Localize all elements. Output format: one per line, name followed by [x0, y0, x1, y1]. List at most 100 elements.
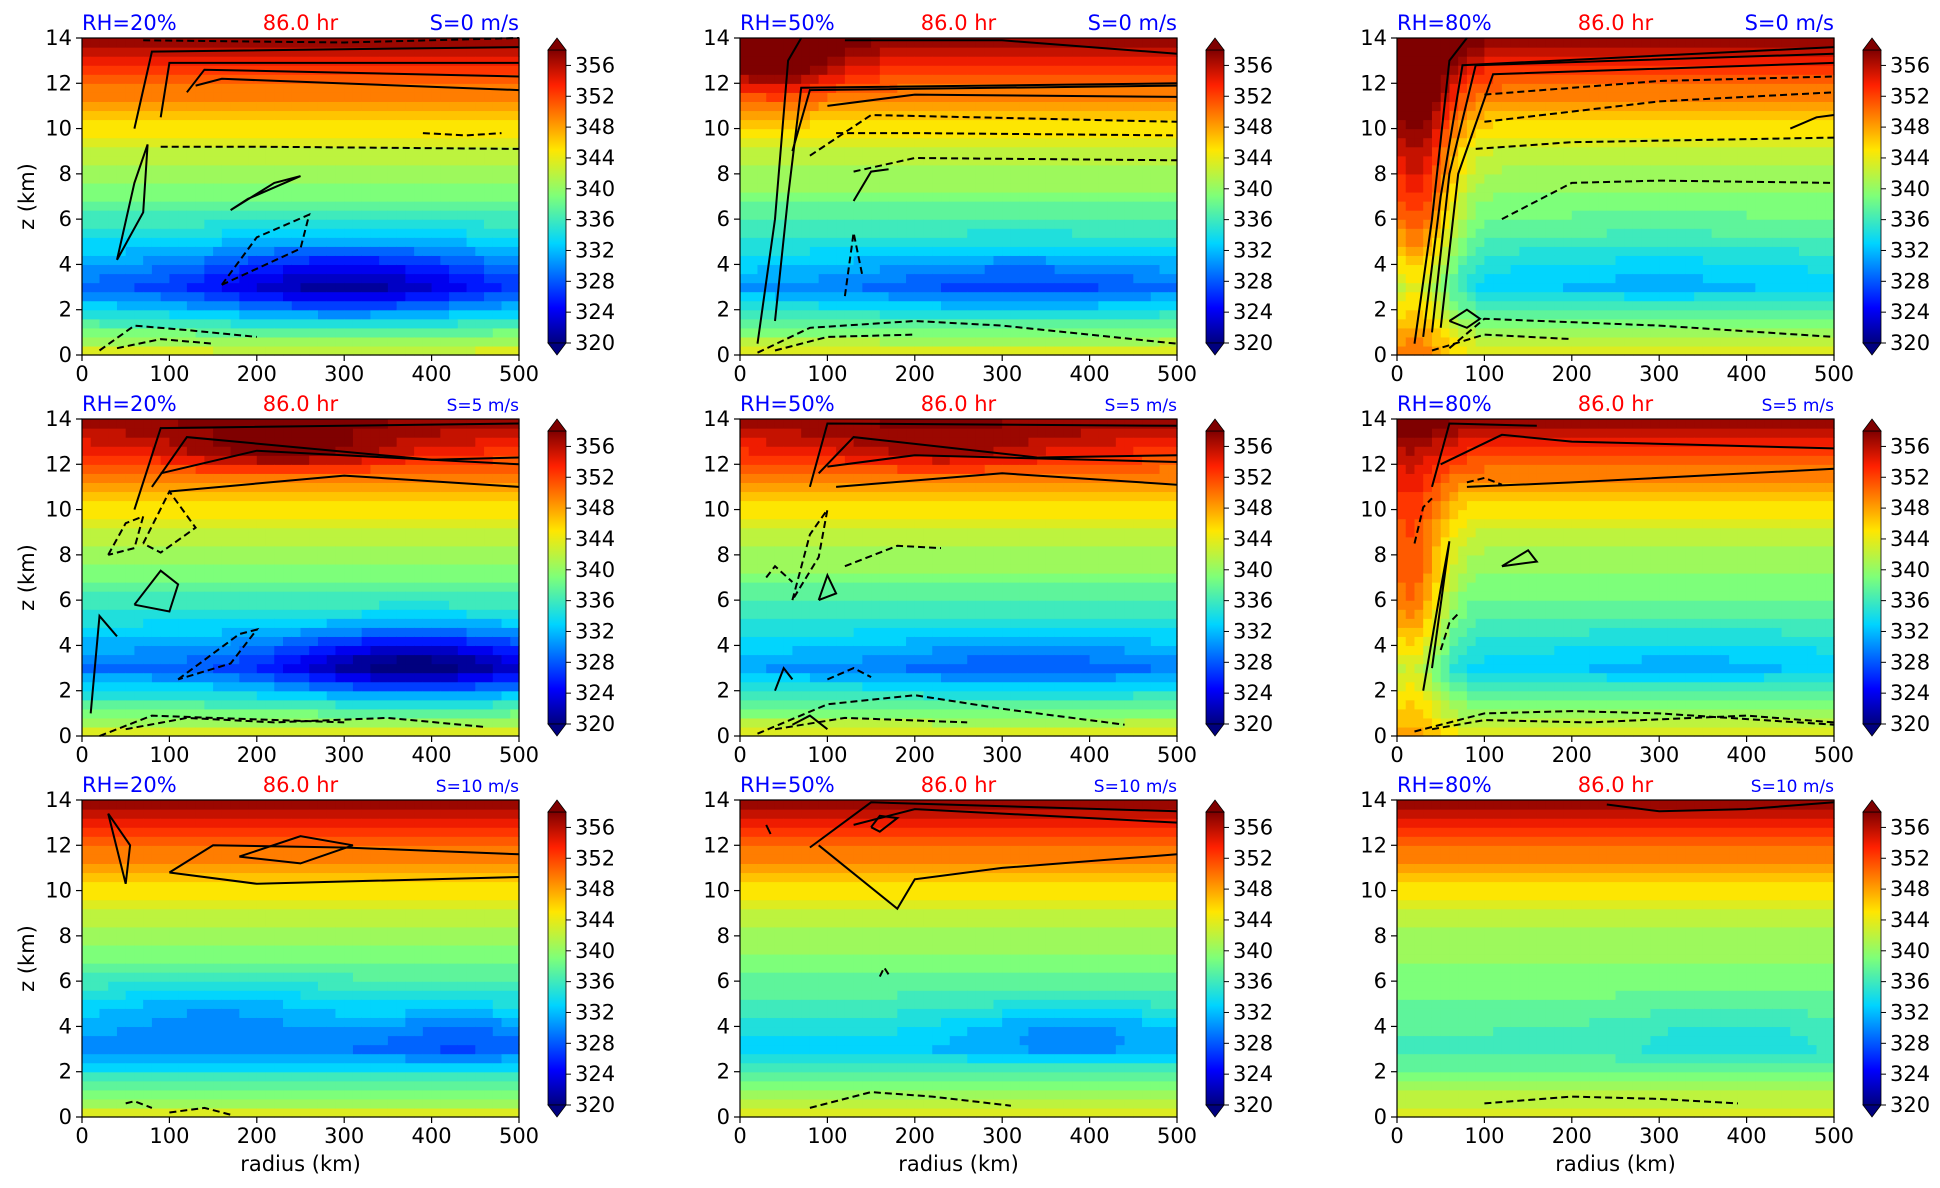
- heatmap-cell: [510, 309, 520, 320]
- heatmap-cell: [984, 92, 995, 102]
- heatmap-cell: [1484, 164, 1494, 175]
- heatmap-cell: [1063, 273, 1073, 284]
- heatmap-cell: [1484, 38, 1494, 48]
- heatmap-cell: [1107, 201, 1117, 211]
- heatmap-cell: [1080, 119, 1091, 130]
- heatmap-cell: [748, 246, 759, 256]
- heatmap-cell: [326, 201, 337, 211]
- heatmap-cell: [897, 137, 907, 148]
- heatmap-cell: [387, 65, 398, 75]
- heatmap-cell: [265, 74, 275, 84]
- heatmap-cell: [1133, 327, 1143, 338]
- heatmap-cell: [827, 327, 837, 338]
- heatmap-cell: [1133, 255, 1143, 266]
- heatmap-cell: [1150, 210, 1161, 220]
- heatmap-cell: [414, 146, 424, 157]
- heatmap-cell: [134, 137, 144, 148]
- heatmap-cell: [484, 128, 494, 139]
- heatmap-cell: [195, 201, 205, 211]
- heatmap-cell: [195, 336, 205, 347]
- heatmap-cell: [422, 264, 433, 275]
- heatmap-cell: [422, 119, 433, 130]
- heatmap-cell: [1501, 119, 1512, 130]
- heatmap-cell: [1133, 83, 1143, 93]
- heatmap-cell: [291, 110, 302, 121]
- heatmap-cell: [466, 255, 476, 266]
- heatmap-cell: [1711, 146, 1721, 157]
- heatmap-cell: [300, 128, 310, 139]
- heatmap-cell: [1440, 155, 1451, 166]
- heatmap-cell: [1493, 309, 1503, 320]
- heatmap-cell: [405, 128, 415, 139]
- heatmap-cell: [1466, 38, 1477, 48]
- heatmap-cell: [326, 47, 337, 57]
- heatmap-cell: [379, 318, 389, 329]
- heatmap-cell: [449, 228, 459, 238]
- heatmap-cell: [1598, 228, 1608, 238]
- heatmap-cell: [748, 318, 759, 329]
- heatmap-cell: [1028, 255, 1038, 266]
- heatmap-cell: [160, 65, 170, 75]
- heatmap-cell: [1028, 191, 1038, 202]
- heatmap-cell: [1563, 38, 1573, 48]
- heatmap-cell: [1002, 146, 1012, 157]
- heatmap-cell: [1667, 146, 1678, 157]
- heatmap-cell: [90, 182, 101, 193]
- heatmap-cell: [906, 173, 916, 184]
- heatmap-cell: [204, 255, 214, 266]
- heatmap-cell: [387, 210, 398, 220]
- heatmap-cell: [967, 92, 977, 102]
- heatmap-cell: [1624, 345, 1634, 356]
- heatmap-cell: [1115, 282, 1126, 293]
- heatmap-cell: [82, 345, 92, 356]
- heatmap-cell: [1650, 110, 1660, 121]
- heatmap-cell: [160, 237, 170, 247]
- heatmap-cell: [1458, 47, 1468, 57]
- heatmap-cell: [309, 282, 319, 293]
- heatmap-cell: [1098, 164, 1108, 175]
- heatmap-cell: [422, 210, 433, 220]
- y-tick-label: 4: [717, 252, 730, 276]
- heatmap-cell: [1685, 119, 1695, 130]
- heatmap-cell: [1685, 201, 1695, 211]
- heatmap-cell: [748, 182, 759, 193]
- heatmap-cell: [326, 246, 337, 256]
- heatmap-cell: [774, 119, 785, 130]
- heatmap-cell: [1589, 38, 1599, 48]
- heatmap-cell: [1124, 228, 1134, 238]
- heatmap-cell: [809, 336, 820, 347]
- heatmap-cell: [1615, 345, 1625, 356]
- heatmap-cell: [335, 47, 345, 57]
- heatmap-cell: [396, 155, 406, 166]
- heatmap-cell: [1615, 146, 1625, 157]
- heatmap-cell: [1037, 191, 1047, 202]
- heatmap-cell: [475, 219, 485, 229]
- heatmap-cell: [151, 191, 162, 202]
- heatmap-cell: [1676, 164, 1687, 175]
- heatmap-cell: [230, 164, 240, 175]
- heatmap-cell: [160, 246, 170, 256]
- heatmap-cell: [230, 327, 240, 338]
- heatmap-cell: [82, 110, 92, 121]
- heatmap-cell: [1397, 210, 1407, 220]
- heatmap-cell: [160, 92, 170, 102]
- heatmap-cell: [1528, 291, 1538, 302]
- heatmap-cell: [1019, 282, 1030, 293]
- heatmap-cell: [1659, 65, 1669, 75]
- heatmap-cell: [1037, 119, 1047, 130]
- heatmap-cell: [1397, 164, 1407, 175]
- heatmap-cell: [1423, 327, 1433, 338]
- heatmap-cell: [1510, 38, 1520, 48]
- heatmap-cell: [1458, 291, 1468, 302]
- heatmap-cell: [1624, 137, 1634, 148]
- heatmap-cell: [1571, 65, 1582, 75]
- heatmap-cell: [239, 309, 249, 320]
- heatmap-cell: [748, 173, 759, 184]
- heatmap-cell: [449, 137, 459, 148]
- heatmap-cell: [186, 110, 197, 121]
- colorbar-tick-label: 348: [1233, 115, 1273, 139]
- heatmap-cell: [949, 65, 960, 75]
- heatmap-cell: [1729, 309, 1739, 320]
- heatmap-cell: [422, 173, 433, 184]
- heatmap-cell: [1458, 137, 1468, 148]
